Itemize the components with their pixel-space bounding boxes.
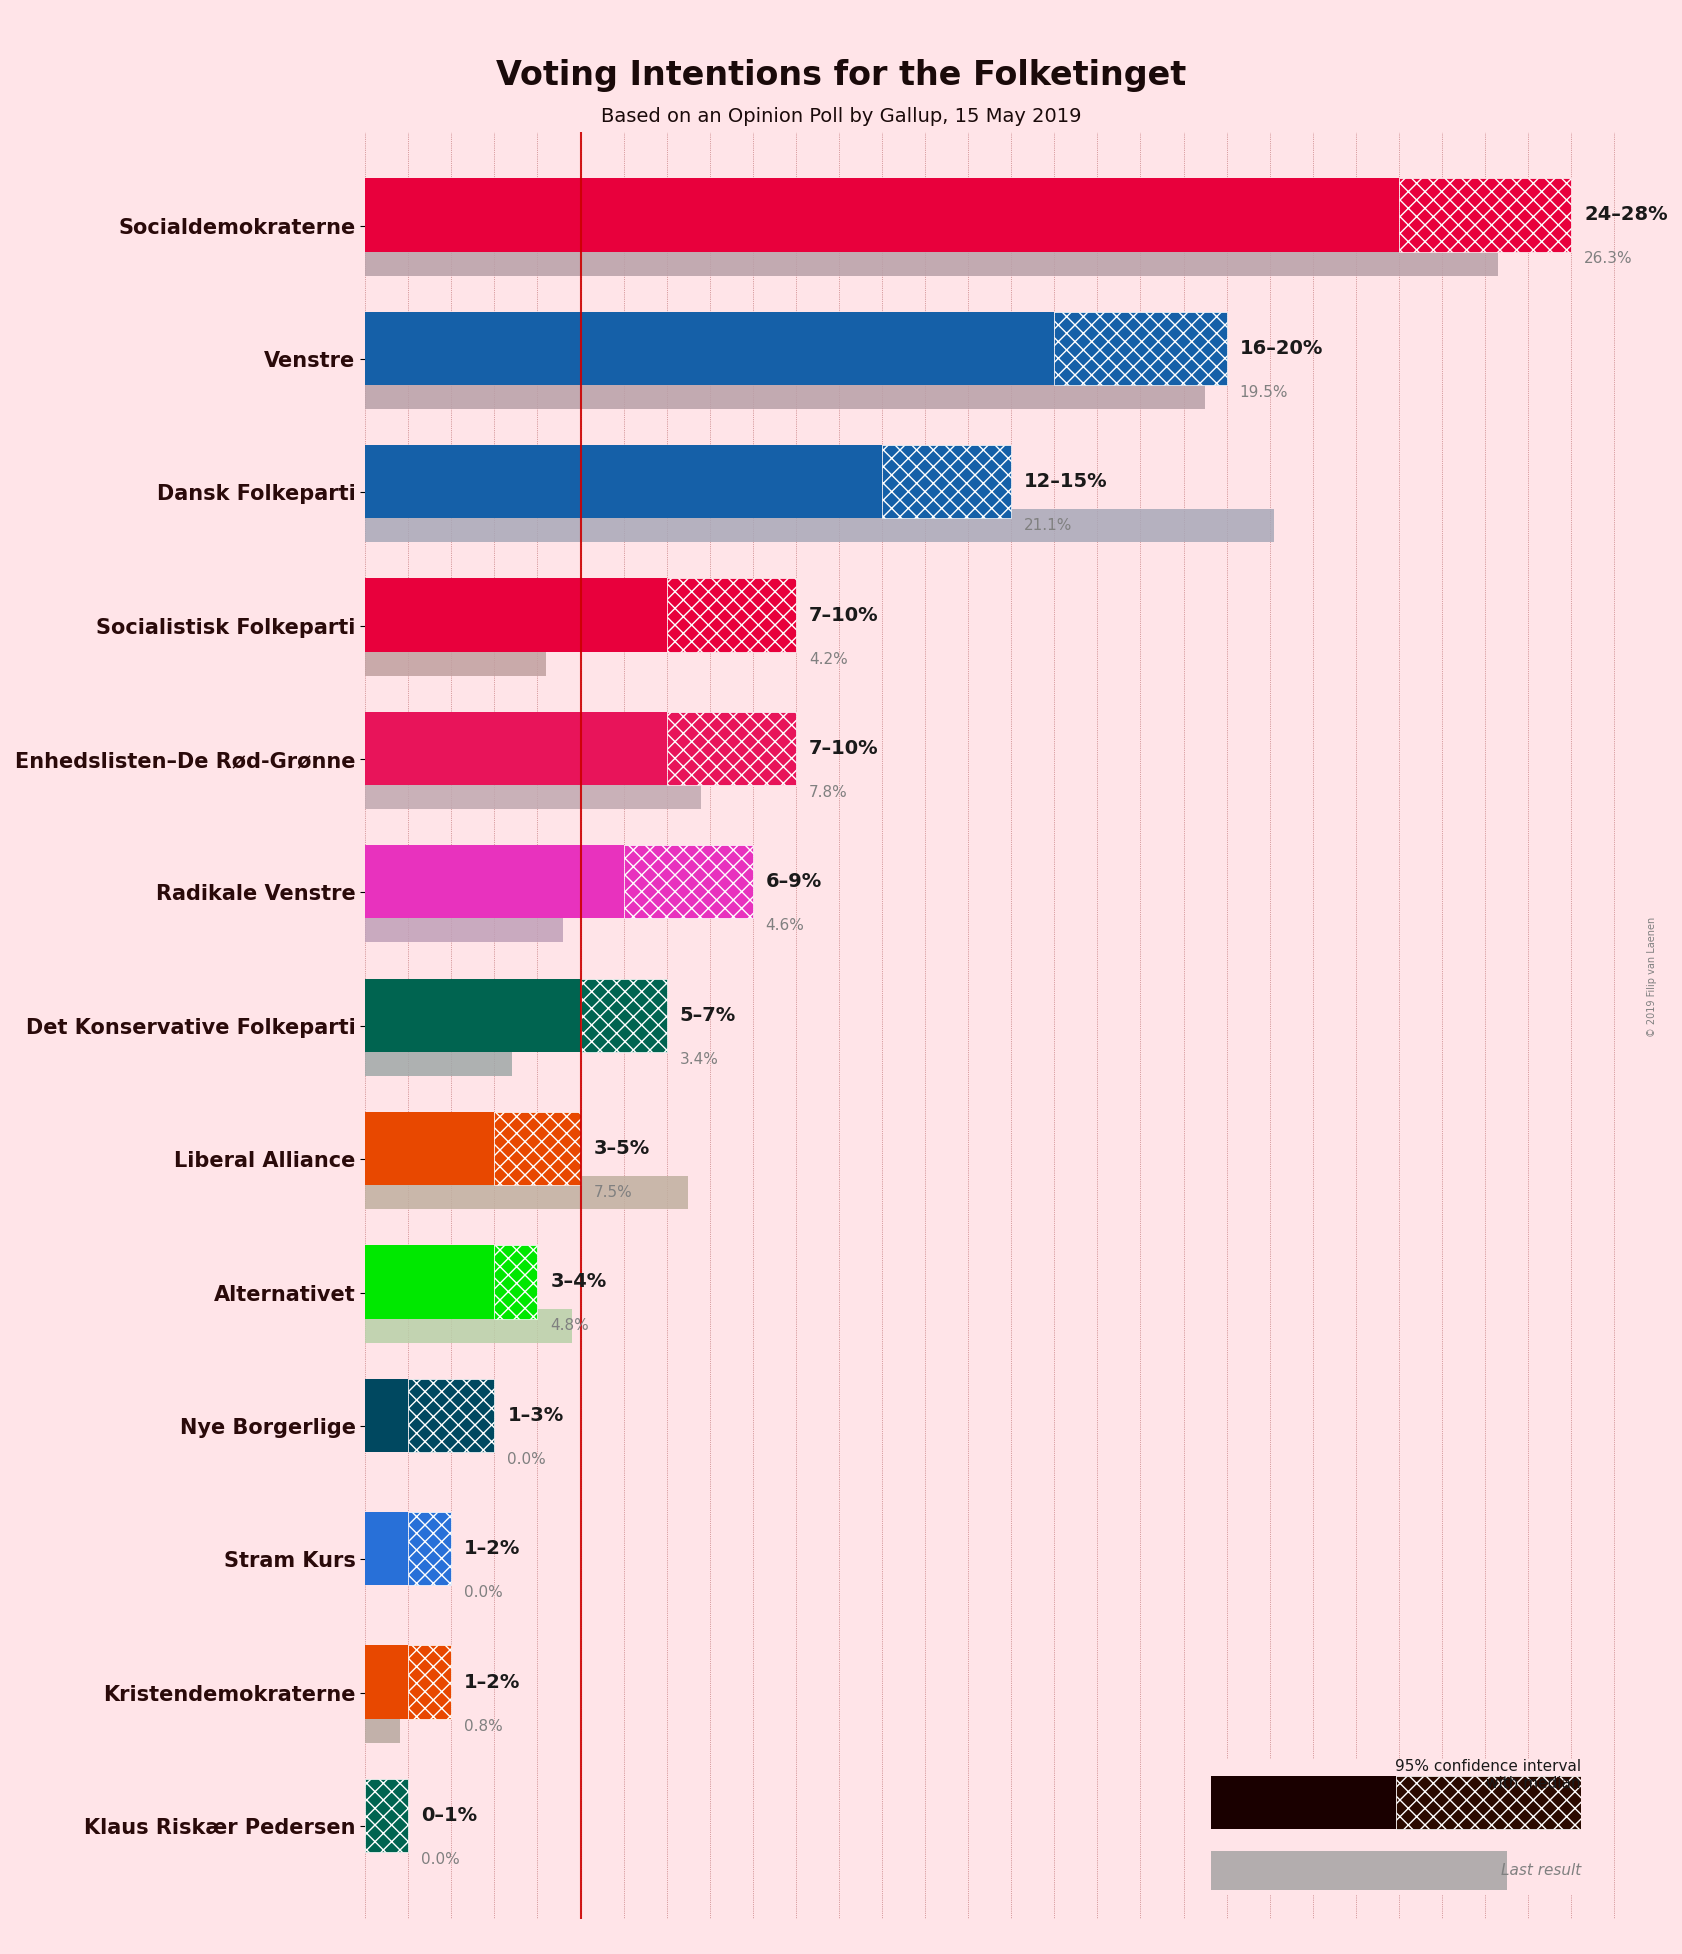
Text: 3–4%: 3–4%	[550, 1272, 607, 1292]
Bar	[365, 311, 1055, 385]
Bar	[365, 1176, 688, 1210]
Text: 26.3%: 26.3%	[1584, 252, 1633, 266]
Text: 16–20%: 16–20%	[1240, 338, 1322, 358]
Text: 6–9%: 6–9%	[765, 871, 822, 891]
Bar	[580, 979, 666, 1051]
Text: 12–15%: 12–15%	[1024, 473, 1108, 490]
Bar	[1399, 178, 1571, 252]
Text: 7.5%: 7.5%	[594, 1184, 632, 1200]
Bar	[365, 446, 881, 518]
Bar	[365, 776, 701, 809]
Bar	[365, 1778, 409, 1852]
Text: 1–3%: 1–3%	[508, 1405, 563, 1424]
Text: 95% confidence interval
with median: 95% confidence interval with median	[1394, 1759, 1581, 1792]
Text: © 2019 Filip van Laenen: © 2019 Filip van Laenen	[1647, 916, 1657, 1038]
Bar	[666, 711, 796, 786]
Bar	[881, 446, 1011, 518]
Text: 1–2%: 1–2%	[464, 1540, 521, 1557]
Bar	[365, 1710, 400, 1743]
Bar	[365, 178, 1399, 252]
Bar	[365, 846, 624, 918]
Text: 4.6%: 4.6%	[765, 918, 804, 934]
Bar	[666, 578, 796, 653]
Text: 7–10%: 7–10%	[809, 606, 878, 625]
Text: Based on an Opinion Poll by Gallup, 15 May 2019: Based on an Opinion Poll by Gallup, 15 M…	[600, 107, 1082, 127]
Bar	[365, 242, 1499, 276]
Bar	[365, 1645, 409, 1720]
Bar	[409, 1380, 495, 1452]
Text: 5–7%: 5–7%	[680, 1006, 735, 1024]
Bar	[365, 711, 666, 786]
Text: 21.1%: 21.1%	[1024, 518, 1073, 533]
Text: 3.4%: 3.4%	[680, 1051, 718, 1067]
Bar	[365, 375, 1204, 408]
Text: 4.2%: 4.2%	[809, 651, 848, 666]
Bar	[365, 1512, 409, 1585]
Bar	[365, 643, 547, 676]
Bar	[1211, 1852, 1507, 1891]
Text: 7–10%: 7–10%	[809, 739, 878, 758]
Bar	[1211, 1776, 1396, 1829]
Bar	[365, 1309, 572, 1342]
Bar	[409, 1645, 451, 1720]
Text: 0.0%: 0.0%	[464, 1585, 503, 1600]
Text: 19.5%: 19.5%	[1240, 385, 1288, 401]
Bar	[365, 578, 666, 653]
Bar	[365, 909, 563, 942]
Text: 0–1%: 0–1%	[420, 1805, 478, 1825]
Bar	[365, 1380, 409, 1452]
Text: 24–28%: 24–28%	[1584, 205, 1667, 225]
Bar	[365, 1043, 511, 1077]
Text: 1–2%: 1–2%	[464, 1673, 521, 1692]
Bar	[365, 1245, 495, 1319]
Text: 0.8%: 0.8%	[464, 1720, 503, 1733]
Text: Last result: Last result	[1500, 1864, 1581, 1878]
Bar	[365, 979, 580, 1051]
Text: Voting Intentions for the Folketinget: Voting Intentions for the Folketinget	[496, 59, 1186, 92]
Bar	[624, 846, 754, 918]
Bar	[495, 1112, 580, 1186]
Text: 7.8%: 7.8%	[809, 786, 848, 799]
Text: 0.0%: 0.0%	[508, 1452, 547, 1467]
Bar	[1055, 311, 1226, 385]
Bar	[409, 1512, 451, 1585]
Bar	[1396, 1776, 1581, 1829]
Bar	[365, 1112, 495, 1186]
Text: 4.8%: 4.8%	[550, 1319, 589, 1333]
Text: 3–5%: 3–5%	[594, 1139, 649, 1159]
Bar	[495, 1245, 538, 1319]
Bar	[365, 510, 1273, 543]
Text: 0.0%: 0.0%	[420, 1852, 459, 1866]
